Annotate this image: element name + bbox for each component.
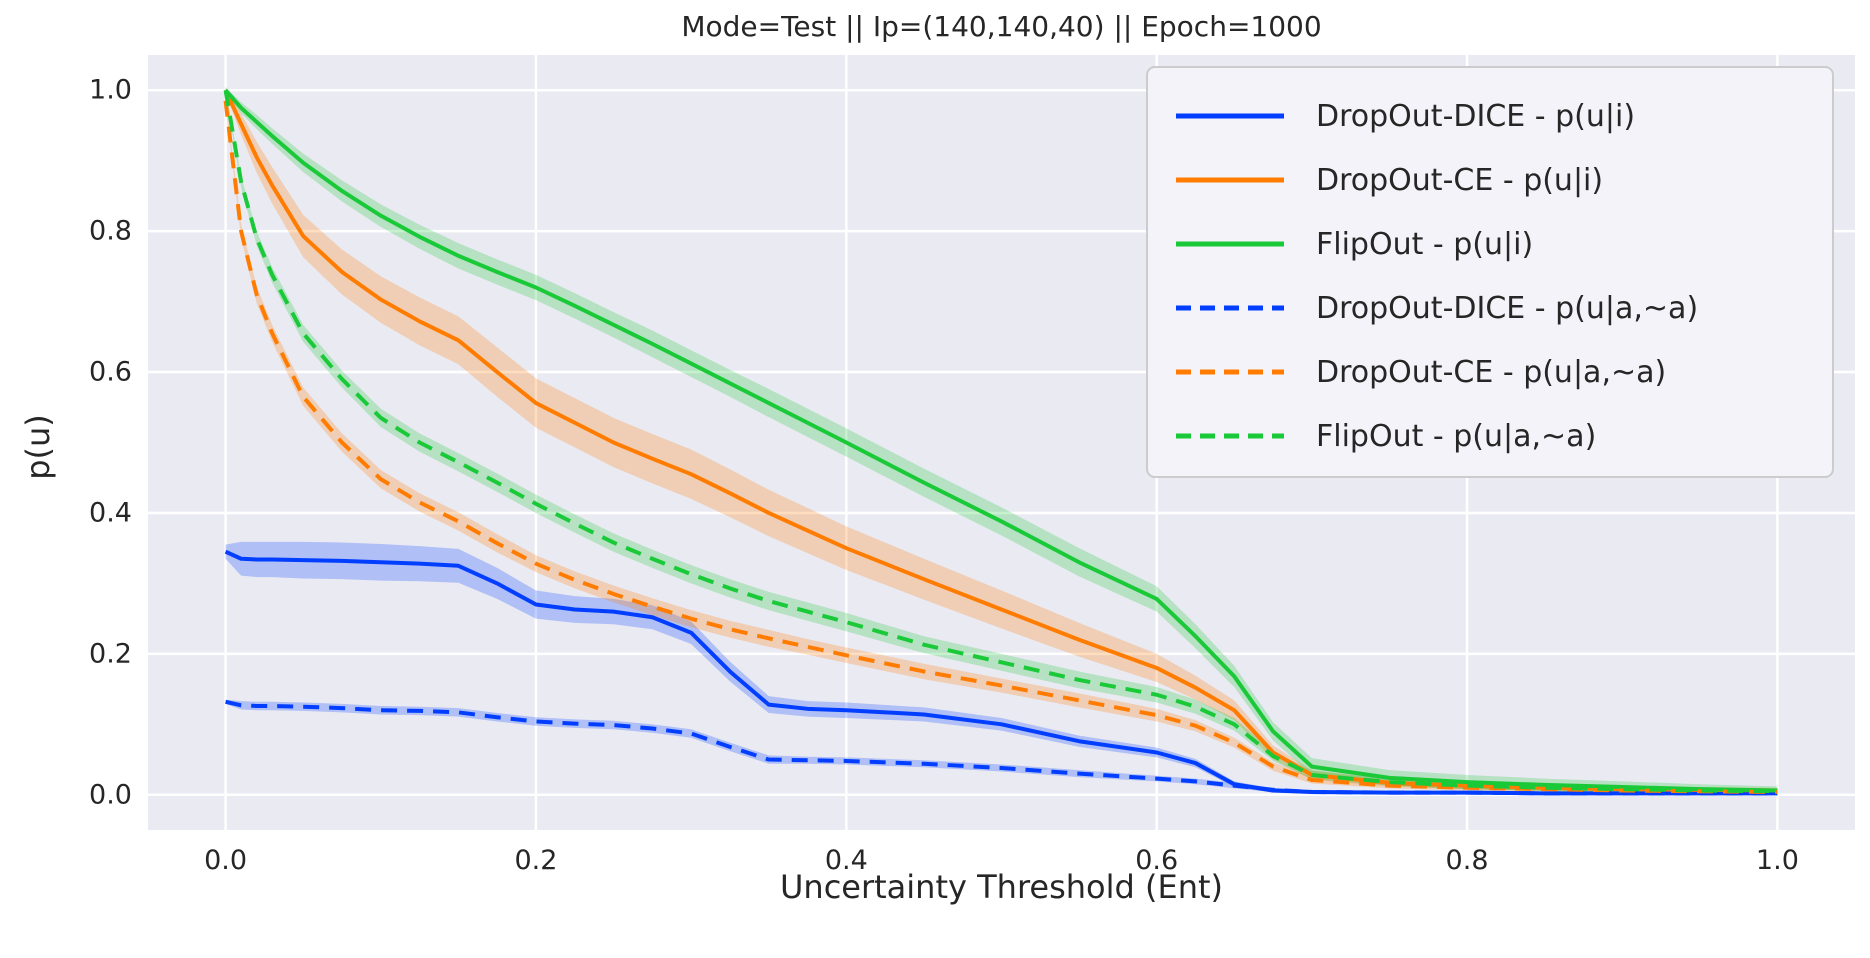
legend-item: FlipOut - p(u|i) (1174, 212, 1832, 276)
x-tick-label: 0.4 (824, 845, 868, 876)
data-line (223, 100, 1778, 794)
chart-title: Mode=Test || Ip=(140,140,40) || Epoch=10… (681, 10, 1322, 43)
data-line (225, 699, 1778, 796)
x-tick-label: 0.2 (514, 845, 558, 876)
legend-item: DropOut-CE - p(u|a,~a) (1174, 340, 1832, 404)
legend-line-sample (1176, 177, 1284, 183)
x-tick-label: 0.6 (1135, 845, 1179, 876)
confidence-band (225, 699, 1778, 795)
legend-item: FlipOut - p(u|a,~a) (1174, 404, 1832, 468)
legend-line-sample (1176, 113, 1284, 119)
legend-line-sample (1176, 305, 1284, 311)
legend-label: FlipOut - p(u|i) (1316, 226, 1534, 262)
y-tick-label: 0.2 (89, 638, 132, 670)
legend-item: DropOut-CE - p(u|i) (1174, 148, 1832, 212)
confidence-band (225, 541, 1778, 795)
legend-item: DropOut-DICE - p(u|a,~a) (1174, 276, 1832, 340)
legend-label: DropOut-CE - p(u|i) (1316, 162, 1604, 198)
y-tick-label: 0.4 (89, 497, 132, 529)
legend-line-sample (1176, 369, 1284, 375)
legend[interactable]: DropOut-DICE - p(u|i) DropOut-CE - p(u|i… (1146, 66, 1834, 478)
legend-label: DropOut-DICE - p(u|i) (1316, 98, 1636, 134)
y-tick-label: 0.8 (89, 215, 132, 247)
legend-label: DropOut-DICE - p(u|a,~a) (1316, 290, 1699, 326)
data-line (224, 88, 1778, 793)
legend-line-sample (1176, 433, 1284, 439)
legend-item: DropOut-DICE - p(u|i) (1174, 84, 1832, 148)
x-tick-label: 1.0 (1755, 845, 1799, 876)
data-line (224, 549, 1778, 796)
y-axis-label: p(u) (19, 414, 57, 480)
legend-label: DropOut-CE - p(u|a,~a) (1316, 354, 1667, 390)
y-tick-label: 1.0 (89, 74, 132, 106)
x-axis-label: Uncertainty Threshold (Ent) (779, 868, 1223, 906)
y-tick-label: 0.6 (89, 356, 132, 388)
x-tick-label: 0.0 (204, 845, 248, 876)
data-line (223, 89, 1778, 794)
y-tick-label: 0.0 (89, 779, 132, 811)
legend-line-sample (1176, 241, 1284, 247)
legend-label: FlipOut - p(u|a,~a) (1316, 418, 1597, 454)
x-tick-label: 0.8 (1445, 845, 1489, 876)
